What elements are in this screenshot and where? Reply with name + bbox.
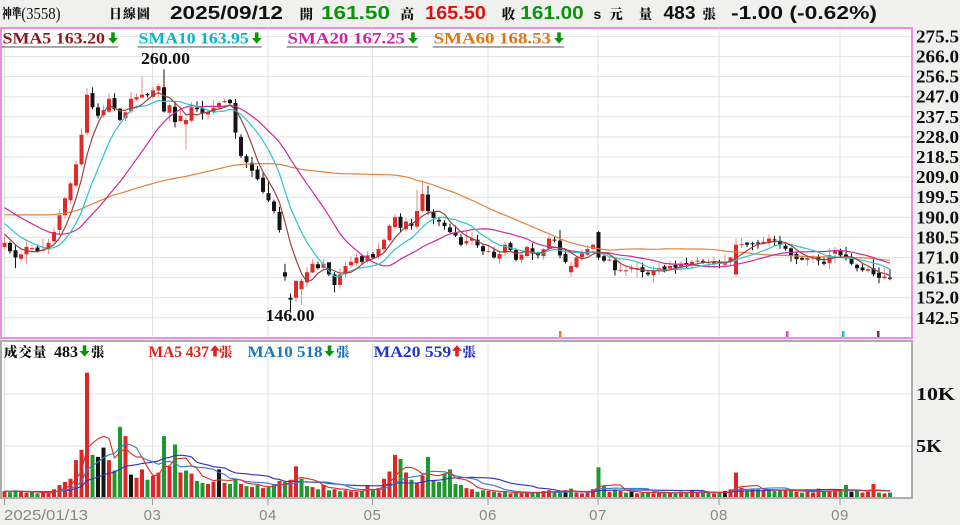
svg-text:228.0: 228.0 xyxy=(916,127,959,147)
svg-text:260.00: 260.00 xyxy=(141,49,190,68)
svg-text:s: s xyxy=(594,6,602,22)
svg-text:SMA20 167.25: SMA20 167.25 xyxy=(288,31,406,48)
svg-text:SMA10 163.95: SMA10 163.95 xyxy=(139,31,249,48)
svg-text:(3558): (3558) xyxy=(21,4,60,23)
svg-text:199.5: 199.5 xyxy=(916,187,959,207)
svg-text:-1.00 (-0.62%): -1.00 (-0.62%) xyxy=(731,3,877,23)
svg-text:06: 06 xyxy=(479,507,497,524)
svg-text:MA5 437: MA5 437 xyxy=(149,344,210,361)
svg-text:275.5: 275.5 xyxy=(916,26,959,46)
svg-text:180.5: 180.5 xyxy=(916,227,959,247)
svg-text:152.0: 152.0 xyxy=(916,288,959,308)
svg-text:10K: 10K xyxy=(916,384,955,404)
svg-text:08: 08 xyxy=(710,507,728,524)
svg-text:09: 09 xyxy=(831,507,849,524)
svg-text:SMA60 168.53: SMA60 168.53 xyxy=(434,31,551,48)
svg-text:237.5: 237.5 xyxy=(916,107,959,127)
svg-text:146.00: 146.00 xyxy=(266,306,315,325)
svg-text:142.5: 142.5 xyxy=(916,308,959,328)
svg-text:209.0: 209.0 xyxy=(916,167,959,187)
svg-text:2025/01/13: 2025/01/13 xyxy=(4,507,88,524)
svg-text:MA20 559: MA20 559 xyxy=(374,344,452,361)
svg-text:256.5: 256.5 xyxy=(916,67,959,87)
svg-text:247.0: 247.0 xyxy=(916,87,959,107)
svg-text:483: 483 xyxy=(664,3,696,23)
svg-text:483: 483 xyxy=(54,344,78,361)
svg-text:165.50: 165.50 xyxy=(425,3,486,23)
svg-text:2025/09/12: 2025/09/12 xyxy=(170,3,283,23)
svg-text:218.5: 218.5 xyxy=(916,147,959,167)
svg-text:171.0: 171.0 xyxy=(916,248,959,268)
svg-text:161.50: 161.50 xyxy=(321,3,390,23)
svg-text:161.00: 161.00 xyxy=(520,3,583,23)
svg-text:5K: 5K xyxy=(916,436,942,456)
svg-text:07: 07 xyxy=(589,507,607,524)
svg-text:161.5: 161.5 xyxy=(916,268,959,288)
svg-text:03: 03 xyxy=(144,507,162,524)
svg-text:190.0: 190.0 xyxy=(916,207,959,227)
svg-text:MA10 518: MA10 518 xyxy=(248,344,323,361)
svg-text:04: 04 xyxy=(259,507,277,524)
svg-text:266.0: 266.0 xyxy=(916,47,959,67)
svg-text:05: 05 xyxy=(364,507,382,524)
svg-text:SMA5 163.20: SMA5 163.20 xyxy=(3,31,106,48)
